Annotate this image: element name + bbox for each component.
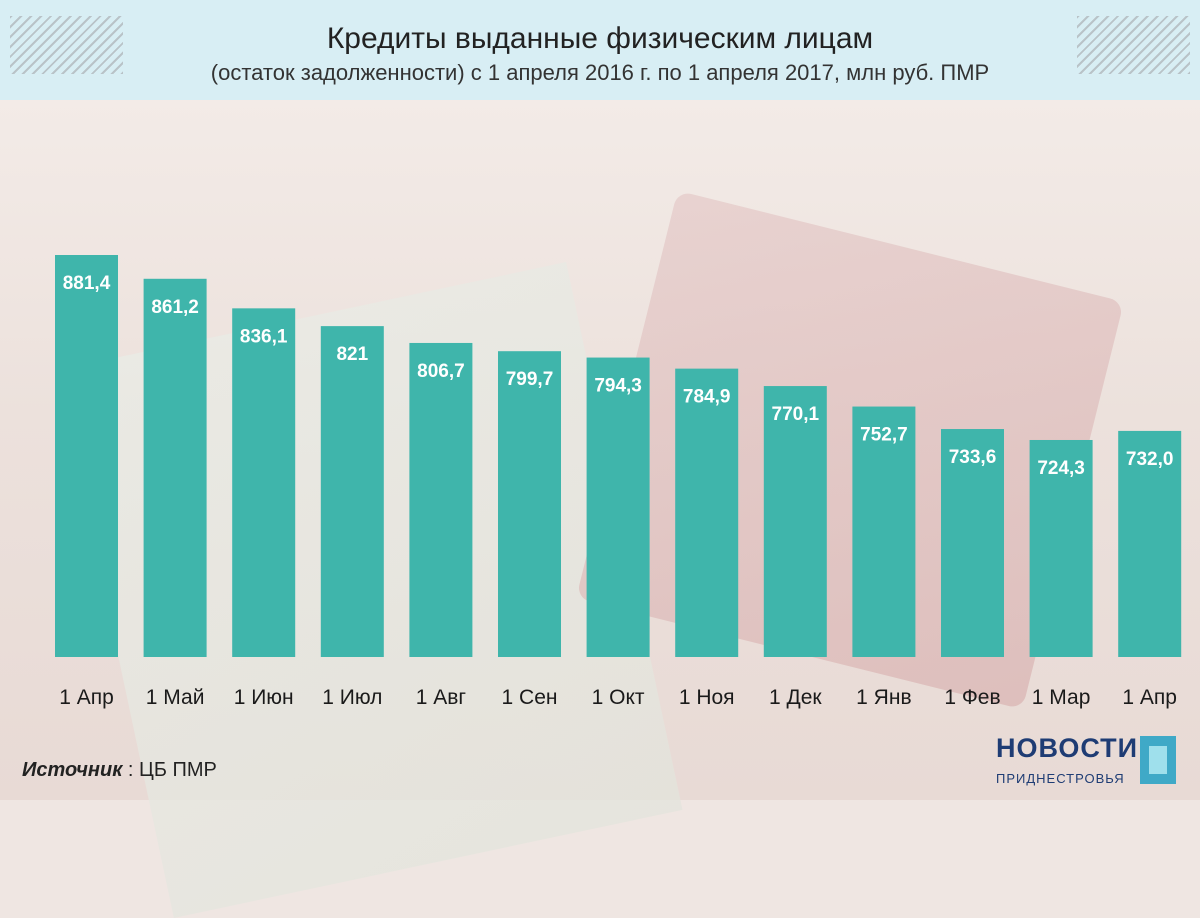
bar-8 [763,386,827,657]
category-label-2: 1 Июн [234,686,294,709]
value-label-9: 752,7 [860,425,908,446]
value-label-12: 732,0 [1126,449,1174,470]
value-label-0: 881,4 [63,273,111,294]
source-value: : ЦБ ПМР [127,759,217,781]
left-stripe-decoration [10,16,123,74]
bar-5 [498,351,561,657]
value-label-6: 794,3 [594,376,642,397]
bar-9 [852,406,916,657]
chart-title: Кредиты выданные физическим лицам [326,22,874,55]
bar-6 [586,357,650,657]
category-label-5: 1 Сен [502,686,558,709]
bar-0 [55,255,118,657]
value-label-1: 861,2 [151,297,199,318]
category-label-4: 1 Авг [416,686,467,709]
category-label-3: 1 Июл [322,686,382,709]
bar-12 [1118,430,1182,657]
bar-7 [675,368,739,657]
bar-10 [941,429,1004,657]
category-label-6: 1 Окт [592,686,645,709]
category-label-11: 1 Мар [1032,686,1091,709]
value-label-8: 770,1 [772,404,820,425]
category-label-7: 1 Ноя [679,686,735,709]
bar-11 [1029,439,1093,657]
bar-1 [143,278,207,657]
category-label-0: 1 Апр [59,686,114,709]
bar-3 [320,326,384,657]
value-label-7: 784,9 [683,387,731,408]
value-label-2: 836,1 [240,326,288,347]
chart-subtitle: (остаток задолженности) с 1 апреля 2016 … [210,60,990,85]
value-label-10: 733,6 [949,447,997,468]
category-label-12: 1 Апр [1122,686,1177,709]
logo-main-text: НОВОСТИ [996,733,1139,763]
category-label-10: 1 Фев [944,686,1000,709]
category-label-8: 1 Дек [769,686,822,709]
news-logo: НОВОСТИ ПРИДНЕСТРОВЬЯ [990,733,1190,793]
source-note: Источник : ЦБ ПМР [22,759,217,782]
bar-chart: 881,4 1 Апр 861,2 1 Май 836,1 1 Июн 821 1 Июл 80… [55,255,1182,709]
bar-2 [232,308,296,657]
right-stripe-decoration [1077,16,1190,74]
bar-4 [409,342,473,657]
logo-sub-text: ПРИДНЕСТРОВЬЯ [996,771,1125,786]
category-label-9: 1 Янв [856,686,911,709]
logo-square-icon [1140,736,1176,784]
value-label-4: 806,7 [417,361,465,382]
category-label-1: 1 Май [146,686,205,709]
value-label-5: 799,7 [506,369,554,390]
value-label-3: 821 [336,344,368,365]
chart-header: Кредиты выданные физическим лицам (остат… [0,0,1200,100]
value-label-11: 724,3 [1037,458,1085,479]
source-label: Источник [22,759,123,781]
